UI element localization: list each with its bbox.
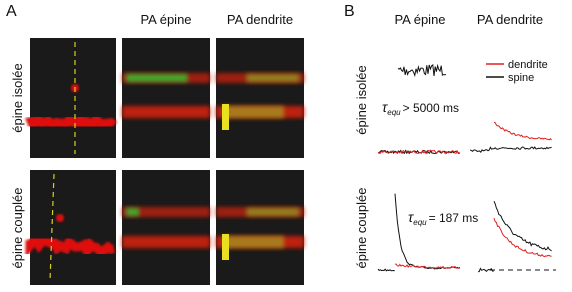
spine-signal (126, 208, 140, 216)
row-label: épine isolée (354, 65, 369, 134)
trace-dendrite (493, 218, 552, 258)
legend-label: dendrite (508, 59, 548, 71)
trace-dendrite (377, 149, 460, 155)
micrograph (30, 170, 116, 285)
trace-spine (469, 146, 552, 154)
panel-label: B (344, 3, 355, 20)
tau-symbol: τ (408, 209, 414, 225)
legend-label: spine (508, 72, 534, 84)
dendrite-band (122, 236, 210, 248)
tau-subscript: equ (387, 108, 401, 117)
column-header: PA dendrite (477, 12, 543, 27)
micrograph (122, 38, 210, 158)
spine (56, 214, 64, 222)
stim-marker (222, 104, 229, 130)
trace-dendrite (395, 263, 460, 269)
row-label: épine isolée (10, 63, 25, 132)
stim-marker (222, 234, 229, 260)
spine-signal (246, 208, 300, 216)
micrograph (30, 38, 116, 158)
row-label: épine couplée (10, 188, 25, 269)
tau-value: = 187 ms (429, 211, 479, 225)
column-header: PA dendrite (227, 12, 293, 27)
trace-dendrite (493, 121, 552, 141)
micrograph (122, 170, 210, 285)
traces (377, 63, 552, 273)
trace-spine (477, 267, 494, 273)
dendrite-signal (224, 106, 284, 118)
spine-band (122, 207, 210, 217)
tau-subscript: equ (413, 218, 427, 227)
annotation: τequ > 5000 ms (382, 99, 459, 117)
dendrite (25, 109, 117, 136)
column-header: PA épine (394, 12, 445, 27)
tau-value: > 5000 ms (403, 101, 459, 115)
dendrite (25, 235, 115, 262)
dendrite-band (122, 106, 210, 118)
dendrite-signal (224, 236, 284, 248)
trace-spine (493, 200, 552, 252)
column-header: PA épine (140, 12, 191, 27)
spine-signal (126, 74, 188, 82)
micrograph (216, 38, 304, 158)
trace-spine (377, 268, 395, 272)
row-label: épine couplée (354, 188, 369, 269)
micrograph (216, 170, 304, 285)
tau-symbol: τ (382, 99, 388, 115)
panel-label: A (6, 3, 17, 20)
spine-signal (246, 74, 300, 82)
image-grid (25, 38, 304, 285)
trace-spine (394, 193, 461, 270)
trace-spine (397, 63, 447, 78)
annotation: τequ = 187 ms (408, 209, 478, 227)
